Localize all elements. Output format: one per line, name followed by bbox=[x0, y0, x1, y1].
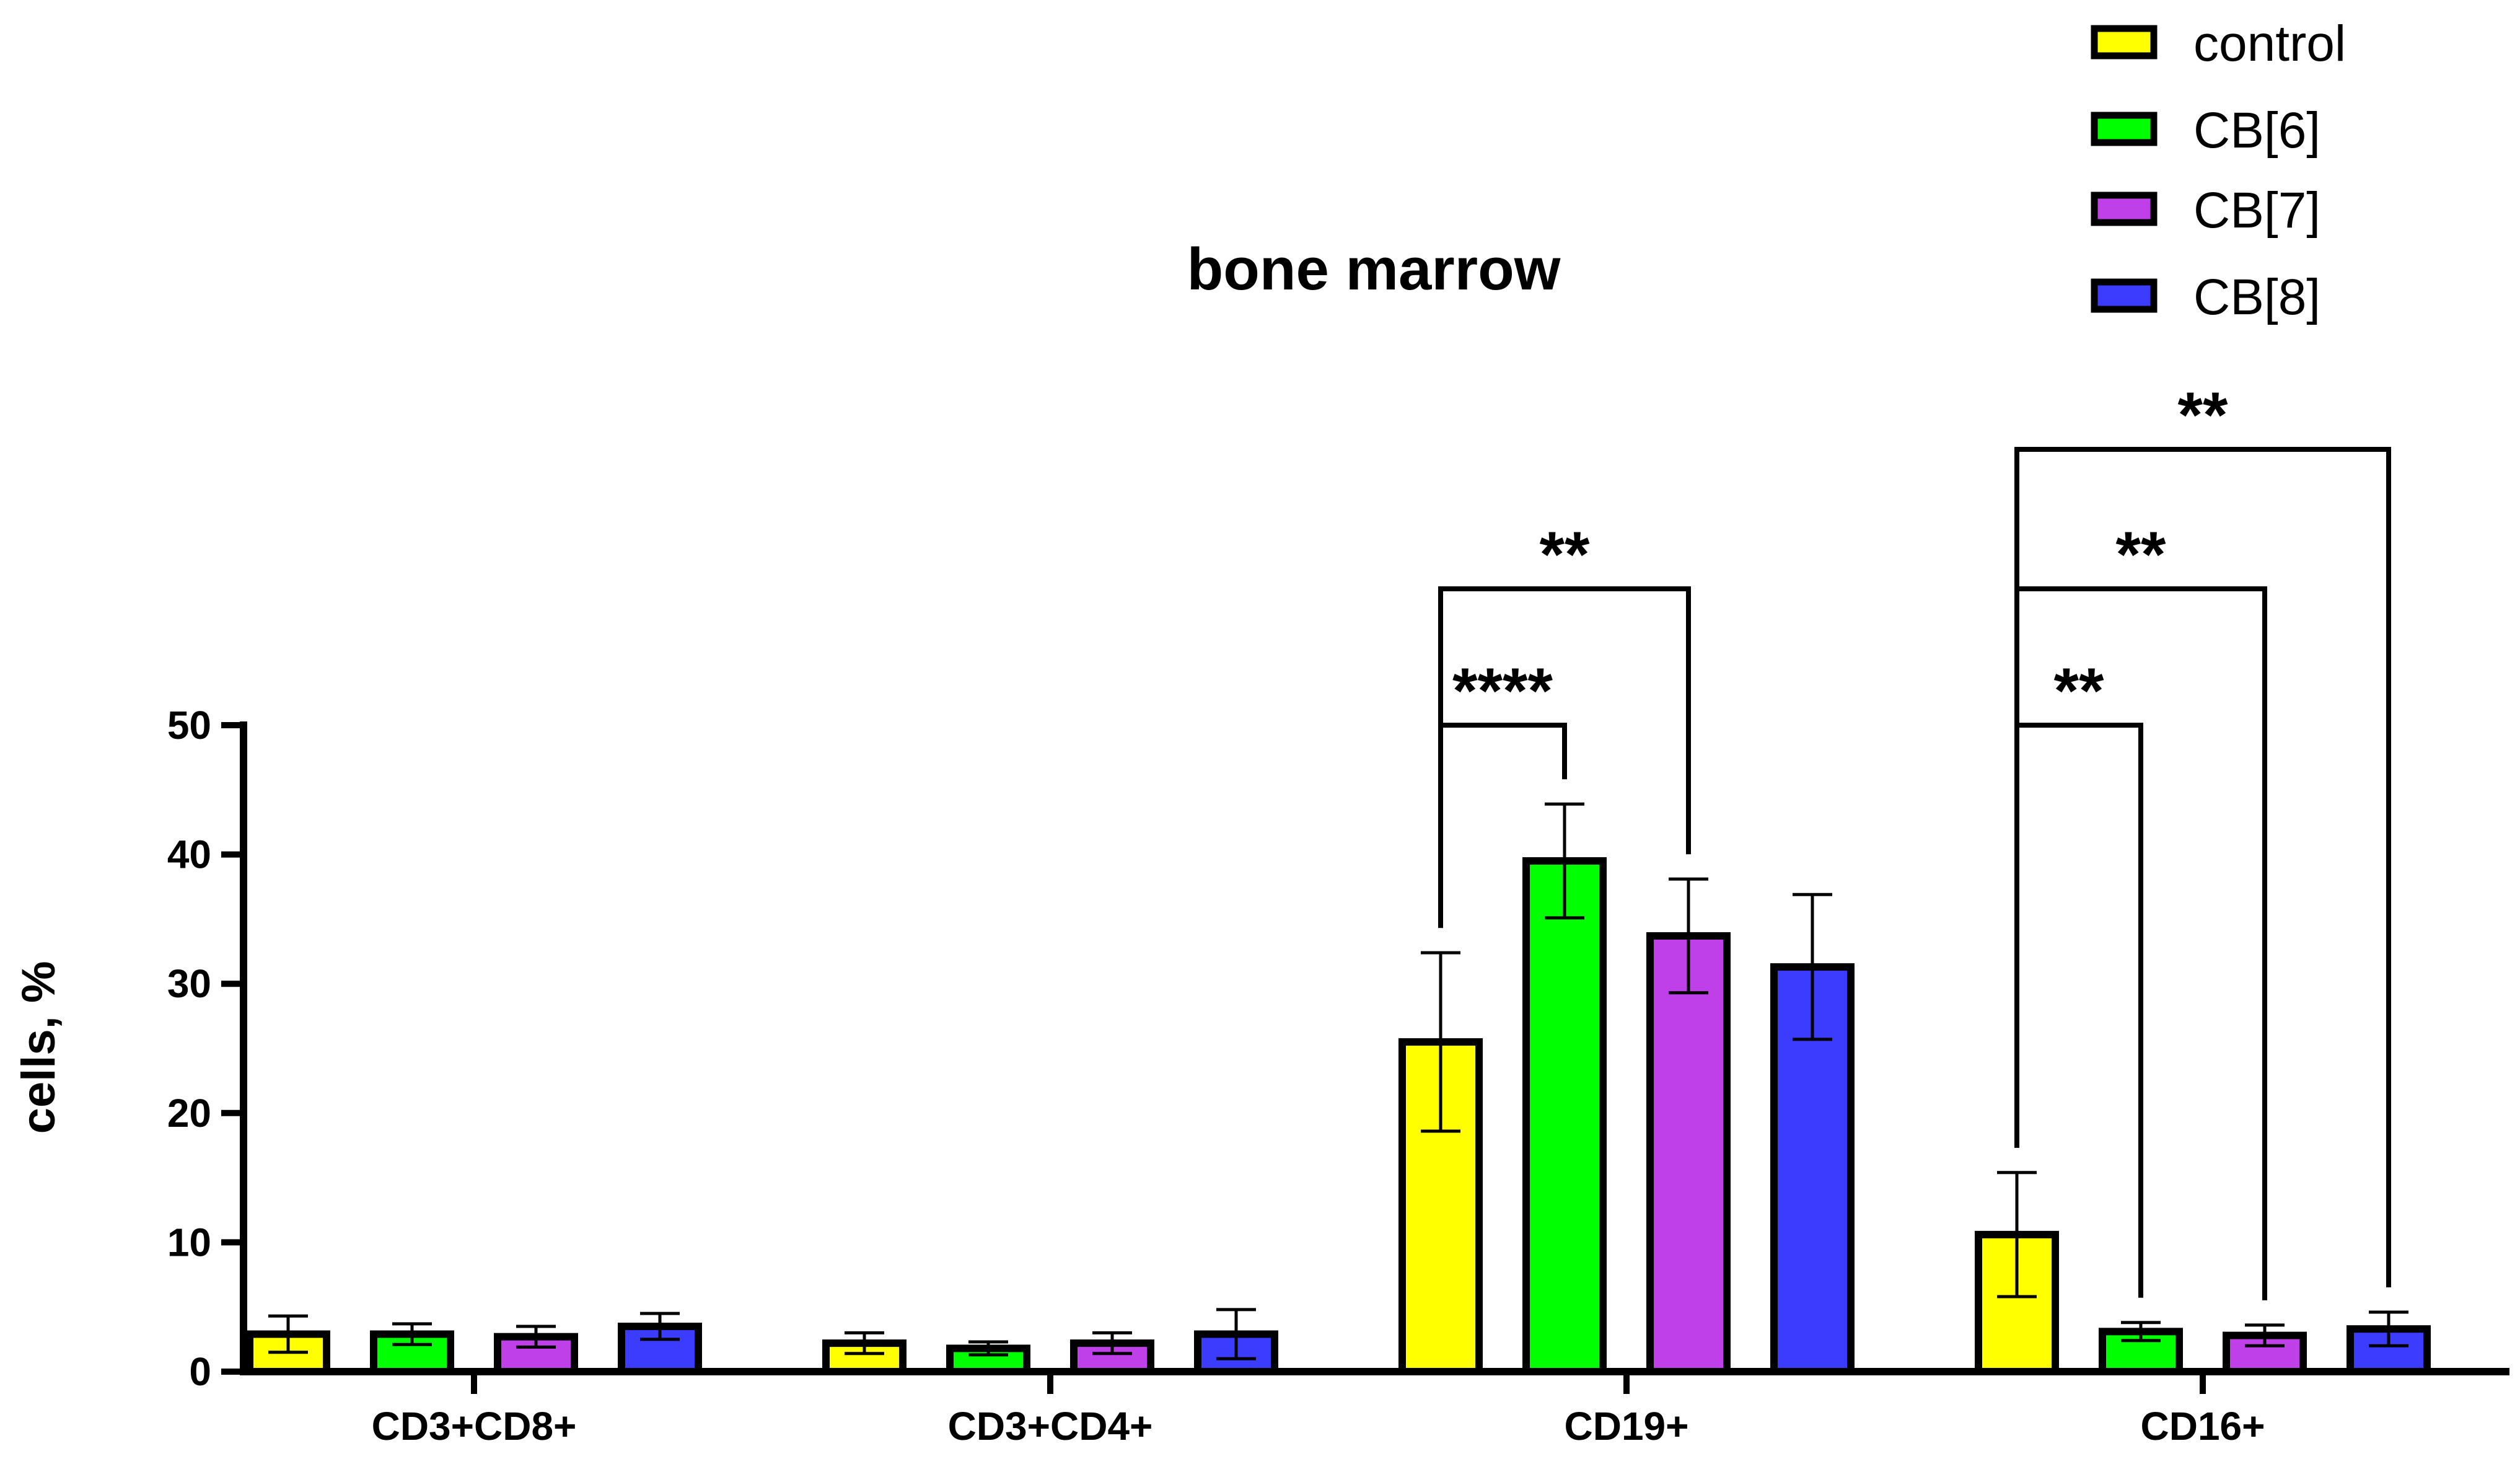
legend-label: CB[6] bbox=[2193, 102, 2320, 159]
legend: control CB[6] CB[7] CB[8] bbox=[2091, 15, 2346, 325]
legend-label: control bbox=[2193, 15, 2346, 72]
legend-swatch bbox=[2091, 112, 2158, 146]
x-category-label: CD16+ bbox=[2141, 1404, 2265, 1448]
chart-title: bone marrow bbox=[1187, 236, 1561, 302]
legend-swatch bbox=[2091, 278, 2158, 313]
significance-label: ** bbox=[1540, 519, 1590, 591]
bar bbox=[1975, 1230, 2059, 1376]
y-axis: 0 10 20 30 40 50 bbox=[167, 703, 247, 1394]
significance-label: **** bbox=[1452, 655, 1553, 727]
y-tick-label: 30 bbox=[167, 961, 211, 1006]
significance-bracket bbox=[1438, 586, 1691, 928]
significance-bracket bbox=[2014, 447, 2391, 1288]
bar bbox=[2099, 1328, 2183, 1375]
bar bbox=[1646, 932, 1731, 1375]
significance-label: ** bbox=[2178, 379, 2228, 451]
significance-label: ** bbox=[2116, 519, 2166, 591]
legend-label: CB[7] bbox=[2193, 182, 2320, 239]
y-tick-label: 40 bbox=[167, 832, 211, 877]
significance-label: ** bbox=[2054, 655, 2104, 727]
legend-swatch bbox=[2091, 25, 2158, 60]
x-category-label: CD3+CD4+ bbox=[948, 1404, 1153, 1448]
y-axis-label: cells, % bbox=[12, 961, 65, 1134]
bar bbox=[1770, 963, 1855, 1376]
x-axis: CD3+CD8+ CD3+CD4+ CD19+ CD16+ bbox=[240, 1368, 2509, 1448]
x-category-label: CD3+CD8+ bbox=[372, 1404, 577, 1448]
y-tick-label: 0 bbox=[189, 1349, 211, 1394]
y-tick-label: 20 bbox=[167, 1091, 211, 1135]
y-tick-label: 50 bbox=[167, 703, 211, 747]
significance-annotations: ************ bbox=[1438, 379, 2391, 1300]
legend-swatch bbox=[2091, 192, 2158, 226]
x-category-label: CD19+ bbox=[1565, 1404, 1689, 1448]
significance-bracket bbox=[2014, 723, 2143, 1298]
y-tick-label: 10 bbox=[167, 1220, 211, 1264]
bar bbox=[1522, 857, 1607, 1375]
bar-series-group bbox=[246, 802, 2431, 1376]
legend-label: CB[8] bbox=[2193, 269, 2320, 325]
